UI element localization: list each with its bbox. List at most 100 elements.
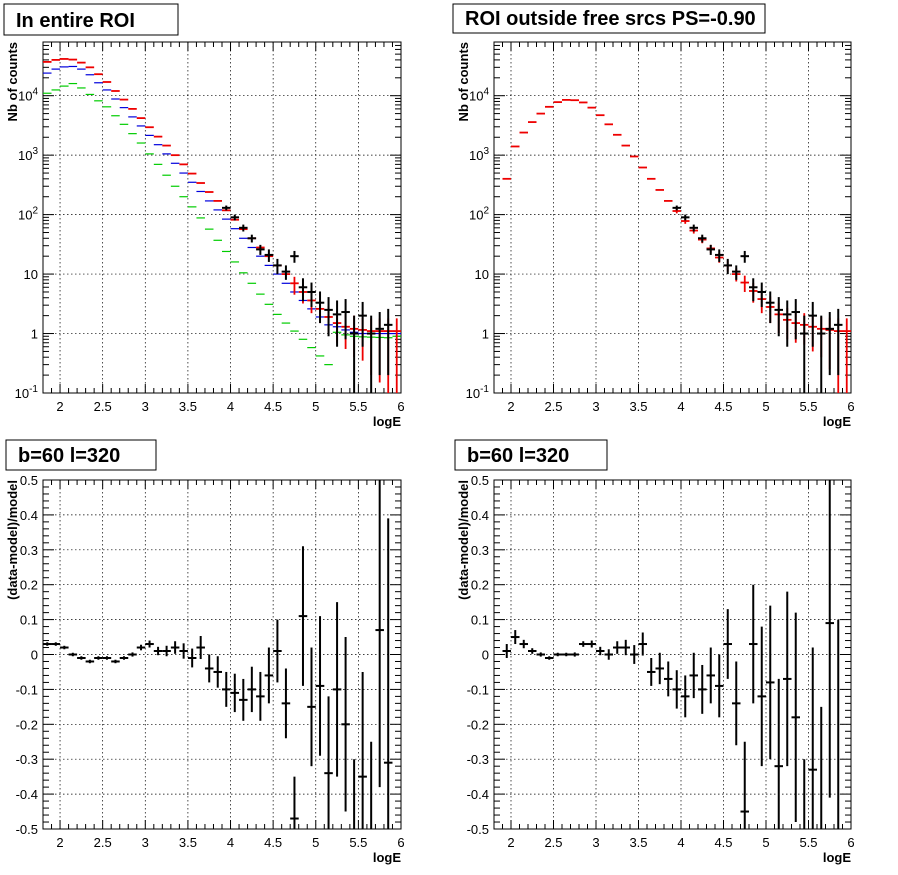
chart-title: b=60 l=320 [467,445,569,467]
data-point [230,673,240,713]
data-point [230,214,240,221]
data-point [757,626,766,767]
data-point [740,275,749,292]
x-tick-label: 4 [677,399,684,414]
data-point [596,646,605,656]
data-point [60,645,69,650]
y-tick-label: 104 [18,87,38,104]
data-point [723,258,732,275]
x-tick-label: 4 [677,835,684,850]
x-tick-label: 2.5 [94,399,112,414]
data-point [324,696,333,829]
y-tick-label: -0.4 [16,787,38,802]
y-tick-label: 103 [469,146,489,163]
data-point [239,678,248,721]
data-point [281,265,291,280]
x-tick-label: 3 [142,399,149,414]
y-tick-label: 0.5 [20,473,38,488]
y-tick-label: -0.1 [16,682,38,697]
data-point [111,659,120,664]
data-point [562,652,571,657]
y-tick-label: 10-1 [466,384,490,401]
x-tick-label: 2.5 [544,399,562,414]
data-point [179,643,188,659]
x-tick-label: 6 [397,399,404,414]
title-frame [3,3,179,36]
series-4 [222,205,393,393]
data-point [281,668,291,739]
data-point [698,234,707,243]
data-point [68,652,78,657]
y-tick-label: 0.3 [20,543,38,558]
series-1 [502,480,840,829]
data-point [298,546,308,686]
data-point [681,675,690,718]
data-point [689,224,698,232]
x-tick-label: 5.5 [349,399,367,414]
x-tick-label: 2 [56,835,63,850]
data-point [196,636,205,660]
data-point [332,602,342,777]
x-axis-label: logE [373,850,401,865]
data-point [672,670,681,709]
data-point [825,312,834,376]
y-tick-label: 0.2 [20,578,38,593]
y-tick-label: 103 [18,146,38,163]
data-point [766,605,775,760]
chart-title-box: In entire ROI [3,3,179,36]
data-point [273,258,282,275]
data-point [315,291,325,324]
data-point [689,652,698,699]
data-point [341,299,350,340]
x-tick-label: 4.5 [264,399,282,414]
x-tick-label: 4 [227,399,234,414]
y-tick-label: -0.5 [467,822,489,837]
x-tick-label: 5.5 [799,399,817,414]
title-frame [452,3,766,34]
y-axis-label: (data-model)/model [456,480,471,600]
data-point [587,640,596,648]
data-point [655,652,664,685]
data-point [264,249,274,262]
y-tick-label: 10 [475,267,489,282]
x-tick-label: 6 [397,835,404,850]
x-tick-label: 4.5 [264,835,282,850]
y-tick-label: 0.4 [20,508,38,523]
data-point [128,652,137,657]
data-point [94,656,103,660]
plot-frame [42,479,402,830]
data-point [332,300,342,347]
series-1 [43,82,401,366]
x-tick-label: 2.5 [94,835,112,850]
data-point [672,205,681,211]
y-axis-label: Nb of counts [5,42,20,121]
x-tick-label: 2 [507,399,514,414]
data-point [613,641,622,654]
data-point [324,297,333,337]
title-frame [5,439,157,471]
data-point [145,640,154,648]
chart-panel-4: 2 2.5 3 3.5 4 4.5 5 5.5 6 -0.5 -0.4 -0.3 -0.2 -0.1 0 0.… [454,439,855,865]
x-tick-label: 4.5 [714,835,732,850]
data-point [681,214,690,221]
data-point [358,671,367,829]
data-point [77,656,86,660]
data-point [749,278,758,302]
data-point [528,648,537,654]
chart-title: In entire ROI [16,10,135,32]
data-point [519,639,528,649]
data-point [740,741,749,829]
data-point [630,645,639,664]
data-point [715,249,724,262]
data-point [511,630,520,645]
plot-frame [493,41,852,394]
chart-panel-3: 2 2.5 3 3.5 4 4.5 5 5.5 6 -0.5 -0.4 -0.3 -0.2 -0.1 0 0.… [5,439,405,865]
data-point [766,291,775,324]
y-tick-label: 102 [18,206,38,223]
series-2 [672,205,843,393]
data-point [162,645,171,657]
data-point [273,619,282,683]
x-tick-label: 5.5 [349,835,367,850]
data-point [706,244,715,255]
data-point [239,224,248,232]
